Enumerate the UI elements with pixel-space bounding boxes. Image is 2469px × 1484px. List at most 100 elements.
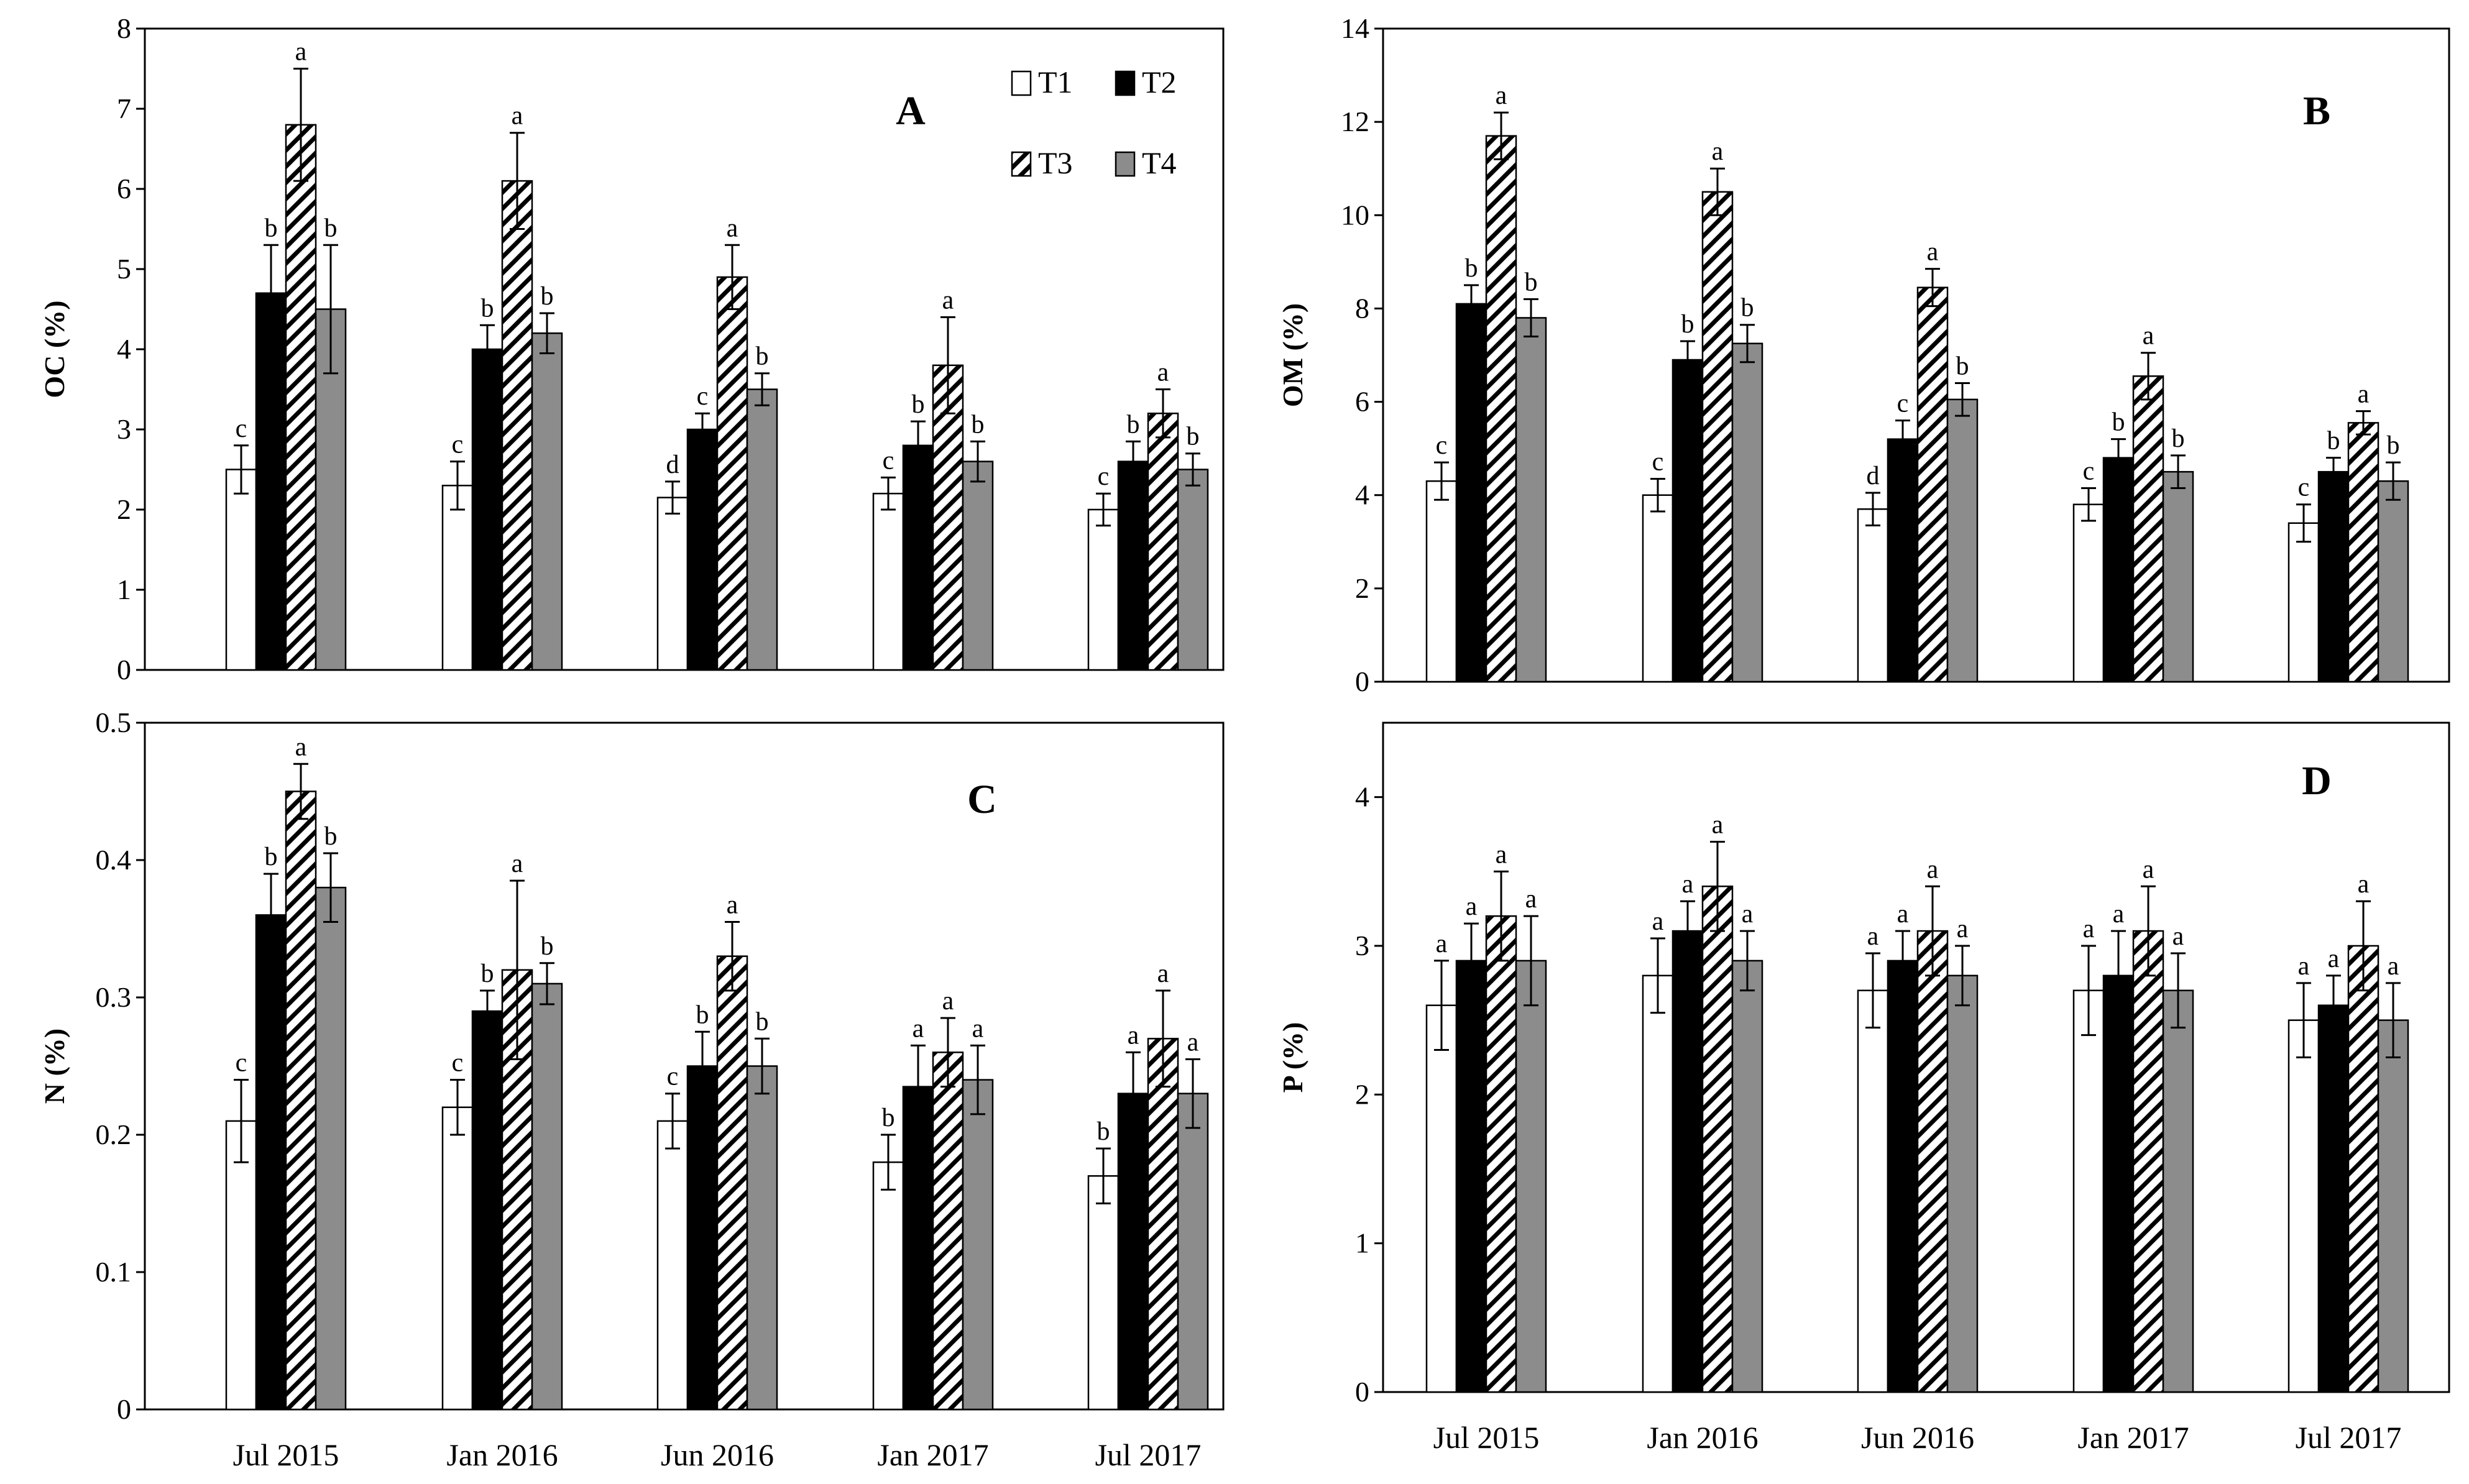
significance-letter: a	[1897, 900, 1909, 928]
bar-t1	[1642, 974, 1674, 1393]
y-tick-label: 4	[1355, 781, 1369, 813]
significance-letter: a	[913, 1014, 924, 1043]
significance-letter: c	[1436, 431, 1448, 460]
bar-t4	[1731, 342, 1763, 683]
bar-t1	[872, 1161, 904, 1411]
significance-letter: b	[265, 843, 278, 871]
bar-t3	[1916, 286, 1949, 683]
significance-letter: b	[1187, 423, 1200, 451]
significance-letter: a	[1957, 915, 1969, 943]
bar-t4	[1515, 960, 1547, 1393]
legend-label-t3: T3	[1038, 145, 1073, 180]
panel-label: A	[896, 88, 926, 134]
significance-letter: a	[1496, 81, 1507, 110]
bar-t2	[1887, 438, 1919, 683]
significance-letter: a	[512, 102, 523, 131]
y-tick-label: 1	[117, 574, 131, 605]
significance-letter: b	[541, 932, 554, 961]
y-tick-label: 0.1	[96, 1256, 132, 1288]
bar-t2	[902, 1086, 934, 1411]
significance-letter: a	[295, 733, 307, 761]
significance-letter: a	[1496, 840, 1507, 869]
y-tick-label: 8	[117, 12, 131, 44]
y-tick-label: 3	[117, 413, 131, 445]
significance-letter: a	[1466, 892, 1478, 921]
bar-t1	[1425, 480, 1458, 683]
significance-letter: b	[756, 342, 769, 371]
significance-letter: a	[727, 214, 738, 242]
bar-t4	[1515, 317, 1547, 683]
y-axis-label: OC (%)	[39, 300, 70, 398]
bar-t1	[441, 485, 474, 671]
significance-letter: a	[2328, 945, 2340, 973]
legend-swatch-t1	[1011, 70, 1032, 96]
bar-t3	[1701, 886, 1734, 1393]
significance-letter: a	[2083, 915, 2095, 943]
bar-t3	[2132, 930, 2164, 1393]
y-tick-label: 5	[117, 253, 131, 285]
bar-t1	[2287, 1019, 2320, 1393]
y-tick-label: 8	[1355, 292, 1369, 324]
y-tick-label: 0.2	[96, 1119, 132, 1150]
bar-t4	[315, 886, 347, 1411]
bar-t4	[531, 332, 563, 671]
significance-letter: c	[452, 431, 464, 459]
y-tick-label: 12	[1341, 106, 1369, 137]
y-tick-label: 0	[117, 1393, 131, 1425]
y-tick-label: 7	[117, 93, 131, 124]
bar-t3	[1916, 930, 1949, 1393]
bar-t1	[441, 1106, 474, 1411]
bar-t4	[1946, 398, 1979, 683]
significance-letter: c	[2083, 457, 2095, 485]
significance-letter: c	[452, 1049, 464, 1078]
significance-letter: b	[1465, 254, 1478, 283]
significance-letter: b	[2172, 424, 2185, 453]
y-tick-label: 2	[1355, 572, 1369, 604]
bar-t2	[686, 428, 719, 671]
bar-t2	[686, 1065, 719, 1411]
bar-t1	[1857, 989, 1889, 1393]
bar-t4	[531, 982, 563, 1411]
significance-letter: a	[942, 987, 954, 1015]
panel-label: B	[2303, 88, 2330, 134]
significance-letter: c	[697, 382, 709, 411]
y-tick-label: 0	[117, 654, 131, 685]
bar-t1	[225, 1120, 257, 1411]
y-tick-label: 4	[1355, 479, 1369, 511]
panel-label: D	[2302, 758, 2332, 804]
legend-swatch-t4	[1115, 151, 1136, 177]
significance-letter: c	[236, 415, 247, 443]
bar-t2	[2102, 457, 2135, 683]
significance-letter: a	[1682, 870, 1694, 899]
bar-t1	[2072, 989, 2105, 1393]
bar-t4	[2377, 480, 2409, 683]
bar-t2	[2317, 1004, 2350, 1393]
bar-t2	[1671, 930, 1704, 1393]
significance-letter: a	[942, 286, 954, 314]
y-tick-label: 0.4	[96, 844, 132, 876]
bar-t3	[2347, 422, 2379, 683]
significance-letter: a	[2113, 900, 2125, 928]
y-axis-label: N (%)	[39, 1028, 70, 1104]
significance-letter: c	[883, 446, 894, 475]
y-tick-label: 4	[117, 333, 131, 365]
bar-t4	[962, 1079, 994, 1411]
y-tick-label: 6	[117, 173, 131, 204]
bar-t2	[471, 1010, 503, 1411]
significance-letter: a	[2358, 380, 2370, 409]
x-category-label: Jul 2017	[1095, 1437, 1202, 1472]
bar-t1	[1642, 494, 1674, 683]
bar-t4	[1177, 469, 1209, 671]
bar-t1	[1087, 1175, 1120, 1411]
x-category-label: Jul 2015	[1433, 1420, 1540, 1455]
legend-swatch-t2	[1115, 70, 1136, 96]
significance-letter: b	[265, 214, 278, 242]
bar-t3	[2347, 945, 2379, 1393]
significance-letter: a	[2388, 952, 2399, 981]
y-tick-label: 6	[1355, 386, 1369, 418]
y-tick-label: 3	[1355, 930, 1369, 961]
y-tick-label: 0	[1355, 1376, 1369, 1408]
bar-t2	[1455, 303, 1487, 683]
